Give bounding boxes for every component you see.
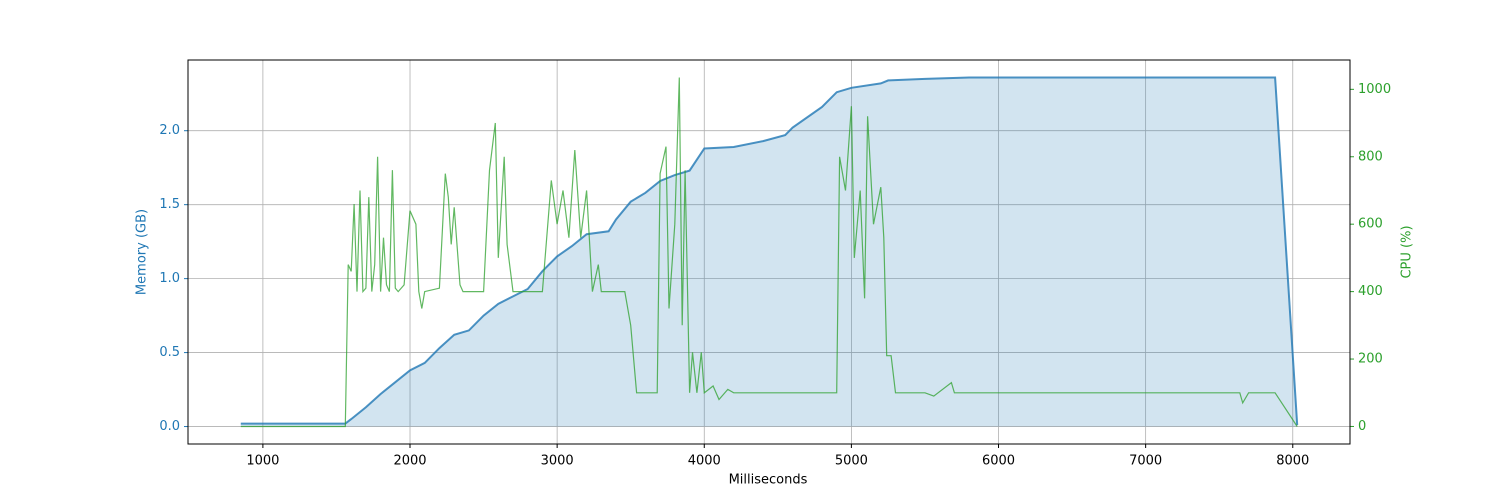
line <box>240 77 1298 428</box>
area <box>240 77 1298 427</box>
x-axis-label: Milliseconds <box>729 473 808 488</box>
y2-tick-label: 800 <box>1358 149 1383 164</box>
y-tick-label: 0.5 <box>159 345 180 360</box>
y-tick-label: 2.0 <box>159 123 180 138</box>
x-tick-label: 6000 <box>982 454 1015 469</box>
x-tick-label: 1000 <box>246 454 279 469</box>
y2-axis-label: CPU (%) <box>1400 225 1415 278</box>
x-tick-label: 8000 <box>1276 454 1309 469</box>
y-tick-label: 1.5 <box>159 197 180 212</box>
y-axis-label: Memory (GB) <box>135 209 150 295</box>
y2-tick-label: 600 <box>1358 217 1383 232</box>
x-tick-label: 5000 <box>835 454 868 469</box>
y-tick-label: 0.0 <box>159 419 180 434</box>
y2-tick-label: 400 <box>1358 284 1383 299</box>
y-tick-label: 1.0 <box>159 271 180 286</box>
x-tick-label: 3000 <box>541 454 574 469</box>
x-tick-label: 7000 <box>1129 454 1162 469</box>
y2-tick-label: 1000 <box>1358 82 1391 97</box>
x-tick-label: 2000 <box>393 454 426 469</box>
x-tick-label: 4000 <box>688 454 721 469</box>
plot-frame <box>187 59 1351 445</box>
line <box>240 76 1299 426</box>
y2-tick-label: 200 <box>1358 352 1383 367</box>
y2-tick-label: 0 <box>1358 419 1366 434</box>
